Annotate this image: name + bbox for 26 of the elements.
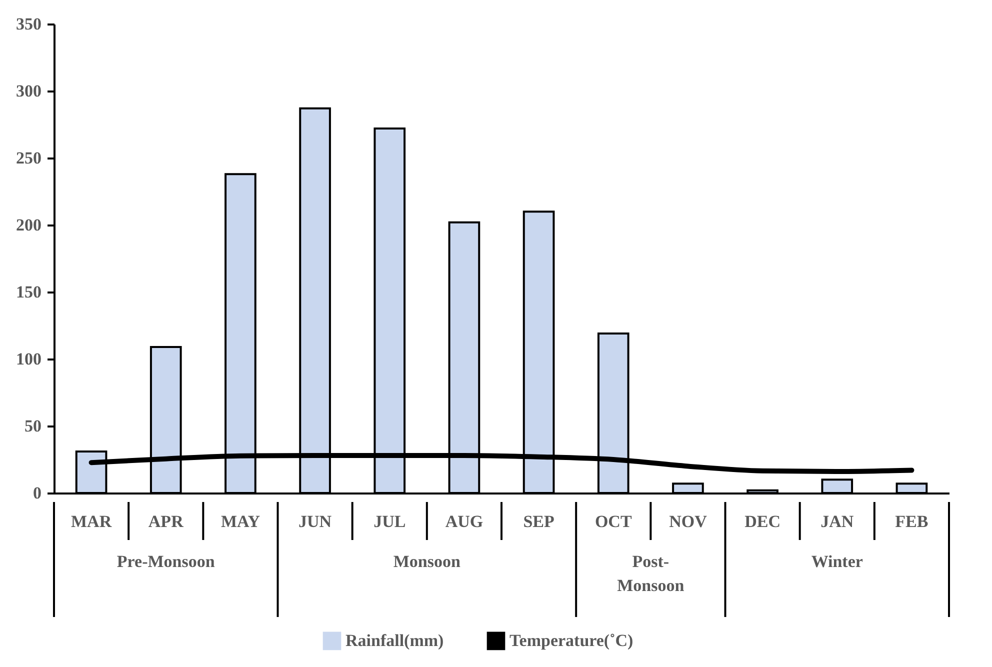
text: Winter <box>811 552 864 571</box>
y-tick-label: 300 <box>16 82 42 100</box>
x-tick-label: MAR <box>70 512 112 531</box>
x-tick-label: DEC <box>744 512 780 531</box>
x-tick-label: JUL <box>374 512 406 531</box>
x-tick-label: APR <box>148 512 184 531</box>
y-tick-label: 250 <box>16 148 42 168</box>
legend-label: Rainfall(mm) <box>346 630 444 650</box>
y-tick-label: 0 <box>33 484 42 502</box>
x-tick-label: SEP <box>523 512 554 531</box>
x-tick-label: JUN <box>298 512 332 531</box>
y-tick-label: 200 <box>16 216 42 234</box>
legend-label: Temperature(˚C) <box>510 630 634 650</box>
x-tick-label: AUG <box>445 512 484 531</box>
x-tick-label: NOV <box>669 512 708 531</box>
text: Pre-Monsoon <box>116 552 216 571</box>
y-tick-label: 50 <box>24 416 42 436</box>
x-tick-label: MAY <box>220 512 260 531</box>
y-tick-label: 150 <box>16 282 42 302</box>
x-tick-label: JAN <box>820 512 854 531</box>
y-tick-label: 350 <box>16 14 42 34</box>
x-tick-label: OCT <box>594 512 632 531</box>
x-tick-label: FEB <box>895 512 928 531</box>
y-tick-label: 100 <box>16 350 42 368</box>
text: Monsoon <box>393 552 461 571</box>
text: Post-Monsoon <box>617 552 685 595</box>
